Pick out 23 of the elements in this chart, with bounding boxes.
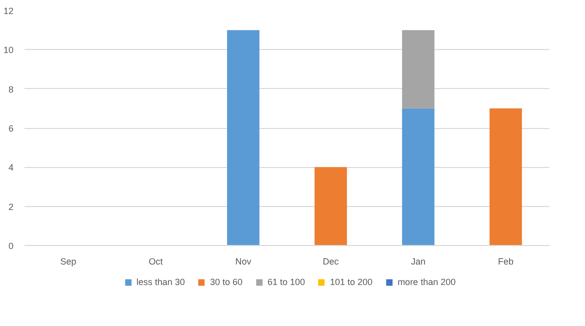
y-tick-label: 4 (8, 162, 14, 173)
y-tick-label: 6 (8, 124, 14, 134)
legend-label: 30 to 60 (210, 277, 242, 287)
bar (402, 108, 434, 246)
x-tick-label: Dec (322, 256, 340, 266)
y-tick-label: 10 (3, 45, 14, 56)
legend-label: more than 200 (398, 277, 456, 287)
y-tick-label: 8 (8, 84, 14, 94)
bar (402, 30, 434, 108)
y-tick-label: 12 (3, 6, 14, 16)
x-tick-label: Sep (60, 256, 76, 266)
y-tick-label: 0 (8, 241, 14, 251)
x-tick-label: Jan (410, 256, 426, 266)
x-tick-label: Nov (235, 256, 252, 266)
x-tick-label: Feb (498, 256, 514, 266)
x-tick-label: Oct (148, 256, 164, 266)
legend-label: less than 30 (136, 277, 185, 287)
legend-label: 101 to 200 (330, 277, 373, 287)
y-tick-label: 2 (8, 202, 14, 212)
bar (490, 108, 522, 246)
bar (314, 167, 347, 246)
legend-label: 61 to 100 (267, 277, 306, 287)
bar (227, 30, 260, 246)
